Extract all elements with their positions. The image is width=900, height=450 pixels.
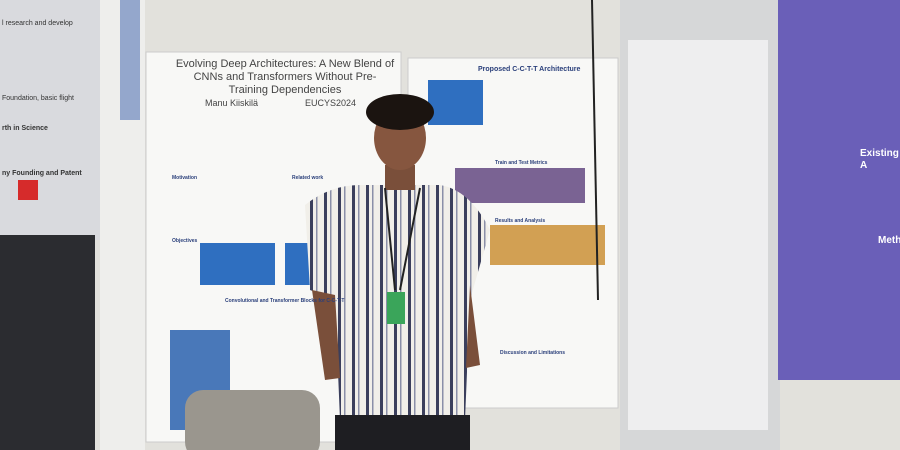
arms [312,285,480,380]
trousers [335,415,470,450]
purple-heading: Existing A [860,148,899,171]
objective-box [200,243,275,285]
chair [185,390,320,450]
hair [366,94,434,130]
left-text: ny Founding and Patent [2,170,82,177]
poster-event: EUCYS2024 [305,98,357,108]
cable [591,0,599,301]
left-text: l research and develop [2,20,73,27]
badge [387,292,405,324]
section-heading: Motivation [172,175,197,181]
left-text: rth in Science [2,125,48,132]
results-images [490,225,605,265]
section-heading: Results and Analysis [495,218,546,224]
purple-heading: Meth [878,235,900,246]
section-heading: Discussion and Limitations [500,350,566,356]
metrics-table [455,168,585,203]
poster-author: Manu Kiiskilä [205,98,259,108]
section-heading: Convolutional and Transformer Blocks for… [225,298,345,304]
left-dark-area [0,235,95,450]
left-poster [0,0,100,240]
swiss-flag [18,180,38,200]
side-strip [120,0,140,120]
poster-title: Evolving Deep Architectures: A New Blend… [175,58,395,97]
research-pages [628,40,768,430]
section-heading: Objectives [172,238,198,244]
purple-poster [778,0,900,380]
lanyard [384,187,421,291]
section-heading: Train and Test Metrics [495,160,548,166]
poster-heading: Proposed C-C-T-T Architecture [478,66,581,73]
left-text: Foundation, basic flight [2,95,74,102]
architecture-legend [428,80,483,125]
section-heading: Related work [292,175,324,181]
